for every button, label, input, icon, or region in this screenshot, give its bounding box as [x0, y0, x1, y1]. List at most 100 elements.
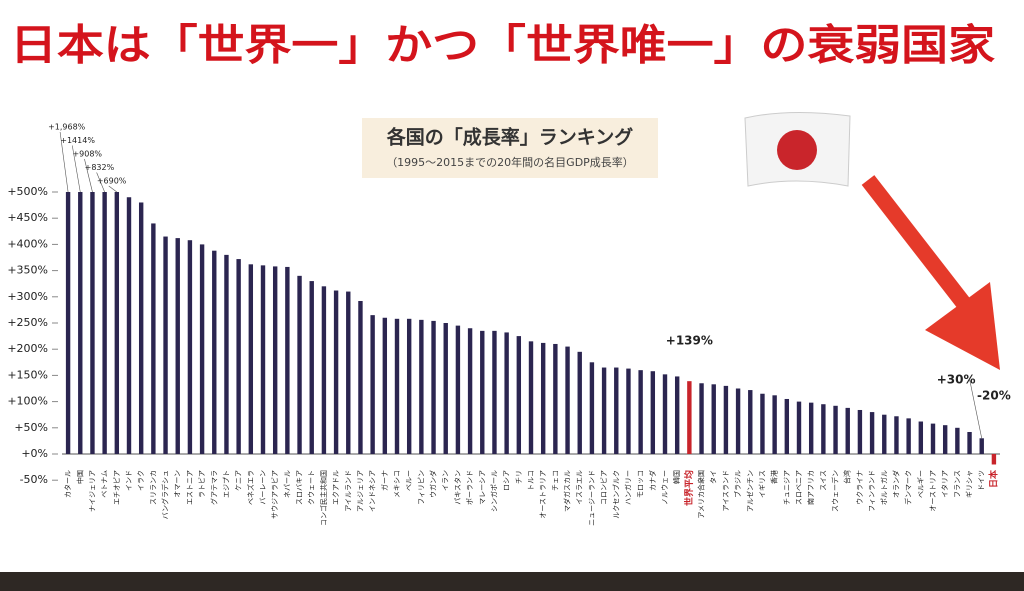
- x-tick-label: エジプト: [222, 470, 230, 498]
- x-tick-label: コンゴ民主共和国: [319, 470, 328, 526]
- x-tick-label: イラク: [137, 470, 145, 491]
- bar: [699, 383, 704, 454]
- x-tick-label: ウクライナ: [856, 470, 864, 505]
- x-tick-label: カナダ: [648, 470, 657, 491]
- bar: [674, 376, 680, 454]
- arrow: [861, 175, 1000, 370]
- x-tick-label: チェコ: [551, 470, 559, 491]
- value-label: +1414%: [60, 136, 95, 145]
- bar: [285, 266, 290, 454]
- leader-line: [108, 185, 117, 193]
- x-tick-label: フランス: [953, 470, 961, 498]
- leader-line: [84, 158, 93, 193]
- x-tick-label: ギリシャ: [966, 470, 974, 498]
- leader-line: [59, 131, 69, 193]
- y-tick-label: +450%: [7, 211, 48, 224]
- bar: [346, 291, 351, 454]
- bar: [175, 238, 180, 454]
- x-tick-label: ハンガリー: [623, 470, 632, 505]
- x-tick-label: イタリア: [940, 470, 949, 498]
- x-tick-label: ポーランド: [466, 470, 474, 505]
- bar: [492, 330, 497, 454]
- bars: [65, 192, 997, 465]
- x-tick-label: オーストラリア: [539, 470, 547, 519]
- value-label: +30%: [937, 373, 976, 387]
- x-tick-label: クウェート: [308, 470, 316, 505]
- x-tick-label: ルクセンブルク: [611, 470, 620, 519]
- bar: [821, 404, 826, 454]
- x-tick-label: グアテマラ: [209, 470, 218, 505]
- x-tick-label: ドイツ: [978, 470, 986, 491]
- x-tick-label: 南アフリカ: [806, 470, 815, 505]
- bar: [894, 416, 899, 454]
- x-tick-label: インドネシア: [369, 470, 377, 512]
- bar: [650, 371, 656, 454]
- x-tick-label: 中国: [75, 470, 84, 484]
- bar: [626, 368, 631, 454]
- x-tick-label: シンガポール: [489, 470, 498, 512]
- bar: [114, 192, 120, 454]
- x-tick-label: スウェーデン: [831, 470, 840, 512]
- y-tick-label: +500%: [7, 185, 48, 198]
- x-tick-label: ブラジル: [733, 470, 742, 498]
- bar: [942, 425, 948, 454]
- x-tick-label: パキスタン: [453, 470, 462, 505]
- bottom-band: [0, 572, 1024, 591]
- bar: [662, 374, 668, 454]
- x-tick-label: ネパール: [283, 470, 291, 498]
- bar: [272, 266, 278, 454]
- x-tick-label: ベルギー: [917, 470, 925, 498]
- x-tick-label: 韓国: [672, 470, 681, 484]
- bar: [614, 367, 619, 454]
- x-tick-label: ノルウェー: [661, 470, 669, 505]
- y-tick-label: -50%: [20, 473, 48, 486]
- x-tick-label: ポルトガル: [879, 470, 888, 505]
- bar: [930, 423, 936, 454]
- bar: [748, 390, 753, 454]
- y-tick-label: +0%: [21, 447, 48, 460]
- x-tick-label: 世界平均: [683, 470, 695, 506]
- x-tick-label: モロッコ: [637, 470, 645, 498]
- x-tick-label: ナイジェリア: [88, 470, 96, 512]
- bar: [138, 202, 144, 454]
- bar: [808, 402, 814, 454]
- bar: [467, 328, 473, 454]
- x-tick-label: エストニア: [186, 470, 194, 505]
- x-tick-label: アルジェリア: [356, 470, 364, 512]
- y-tick-label: +400%: [7, 237, 48, 250]
- y-tick-label: +200%: [7, 342, 48, 355]
- x-tick-label: オーストリア: [929, 470, 937, 512]
- value-label: +139%: [666, 334, 713, 348]
- x-tick-label: エクアドル: [332, 470, 340, 505]
- x-tick-label: コロンビア: [599, 470, 608, 505]
- y-tick-label: +300%: [7, 290, 48, 303]
- x-tick-label: アルゼンチン: [745, 470, 754, 512]
- x-tick-label: エチオピア: [113, 470, 121, 505]
- bar: [212, 250, 217, 454]
- bar: [918, 421, 924, 454]
- y-tick-label: +50%: [14, 421, 48, 434]
- bar: [833, 405, 838, 454]
- x-tick-label: アイスランド: [722, 470, 730, 511]
- x-tick-label: インド: [125, 470, 133, 491]
- bar: [565, 346, 570, 454]
- x-tick-label: メキシコ: [393, 470, 401, 498]
- bar: [577, 351, 582, 454]
- bar: [224, 254, 229, 454]
- x-tick-label: タイ: [709, 470, 718, 484]
- bar: [589, 362, 595, 454]
- x-tick-label: バングラデシュ: [161, 470, 170, 519]
- x-tick-label: チリ: [515, 470, 523, 484]
- x-tick-label: アメリカ合衆国: [697, 470, 706, 519]
- x-tick-label: フィリピン: [417, 470, 425, 505]
- value-label: -20%: [977, 389, 1011, 403]
- bar: [370, 315, 375, 454]
- x-tick-label: 日本: [987, 469, 999, 488]
- bar: [309, 281, 314, 454]
- bar: [504, 332, 509, 454]
- bar: [735, 388, 741, 454]
- bar: [516, 336, 522, 454]
- x-tick-label: ラトビア: [197, 470, 206, 498]
